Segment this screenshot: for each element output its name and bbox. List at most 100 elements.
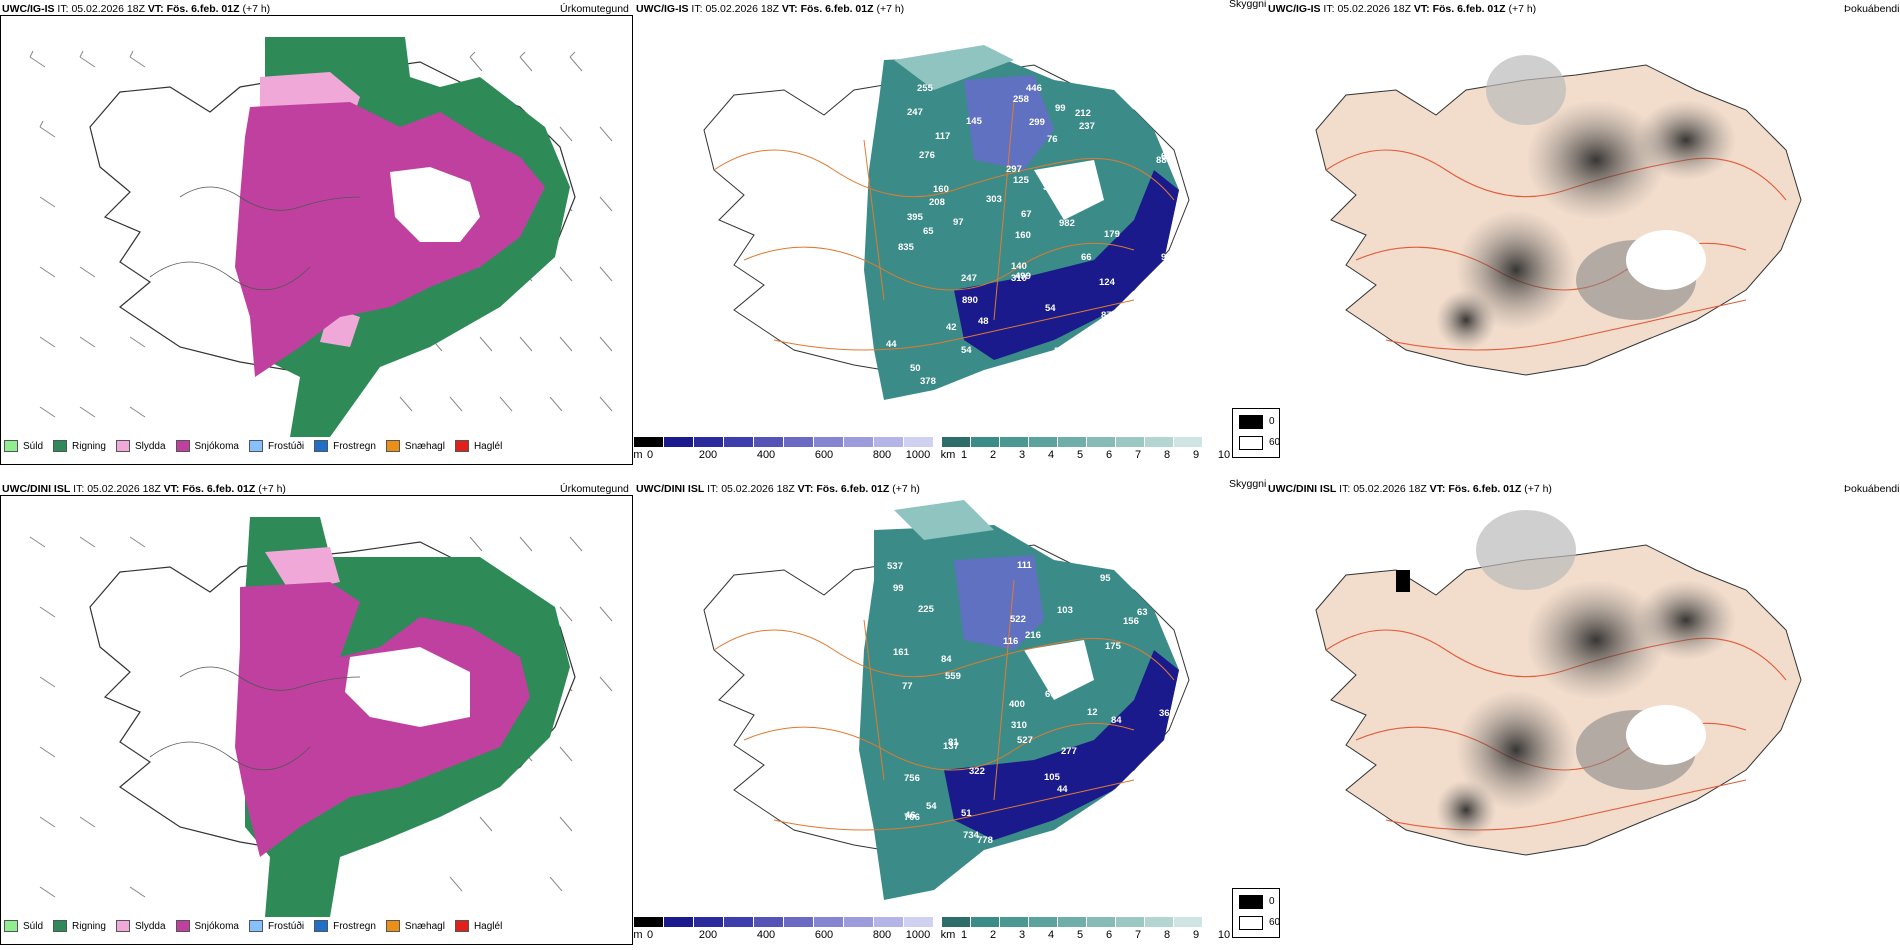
- visibility-value: 54: [926, 801, 937, 812]
- panel-header: UWC/DINI ISL IT: 05.02.2026 18Z VT: Fös.…: [2, 483, 286, 495]
- legend-swatch: [454, 920, 469, 932]
- visibility-value: 121: [1039, 847, 1056, 858]
- legend-swatch: [4, 920, 18, 932]
- panel-title: Úrkomutegund: [560, 3, 629, 15]
- ceiling-tick: 1000: [905, 929, 931, 941]
- vis-teal-area: [859, 525, 1179, 900]
- ceiling-tick: 600: [814, 929, 834, 941]
- ceiling-colorbar: [634, 917, 934, 927]
- fog-panel: UWC/DINI ISL IT: 05.02.2026 18Z VT: Fös.…: [1232, 483, 1900, 945]
- panel-title: Úrkomutegund: [560, 483, 629, 495]
- vis-navy-area: [954, 170, 1179, 360]
- visibility-value: 446: [1026, 83, 1042, 94]
- legend-swatch: [385, 440, 400, 452]
- fog-legend-dark: 0: [1269, 896, 1275, 907]
- vis-navy-area: [944, 650, 1179, 840]
- visibility-tick: 7: [1134, 929, 1142, 941]
- visibility-value: 230: [1161, 575, 1177, 586]
- legend-swatch: [175, 440, 190, 452]
- visibility-value: 84: [1111, 715, 1122, 726]
- visibility-value: 161: [893, 647, 910, 658]
- visibility-value: 46: [905, 810, 916, 821]
- visibility-value: 303: [986, 194, 1002, 205]
- legend-swatch: [115, 920, 130, 932]
- ceiling-tick: 400: [756, 449, 776, 461]
- visibility-tick: 5: [1076, 449, 1084, 461]
- visibility-value: 12: [1087, 707, 1098, 718]
- legend-swatch: [248, 920, 263, 932]
- visibility-value: 276: [919, 150, 935, 161]
- visibility-labels: 537 111 95 230 99 63 225 103 522 156 216 175 116 161 8…: [887, 560, 1187, 875]
- visibility-value: 322: [969, 766, 985, 777]
- panel-header: UWC/IG-IS IT: 05.02.2026 18Z VT: Fös. 6.…: [1268, 3, 1537, 15]
- visibility-tick: 1: [960, 449, 968, 461]
- precip-map: [29, 37, 613, 437]
- visibility-value: 734: [963, 830, 980, 841]
- visibility-tick: 2: [989, 449, 997, 461]
- visibility-tick: 9: [1192, 449, 1200, 461]
- visibility-value: 400: [1009, 699, 1025, 710]
- visibility-tick: 4: [1047, 449, 1055, 461]
- legend-item: Slydda: [115, 440, 166, 452]
- visibility-map: 446 255 258 247 99 145 212 299 237 76 117 88 276 62 29…: [703, 45, 1190, 400]
- legend-swatch: [4, 440, 18, 452]
- visibility-value: 125: [1013, 175, 1030, 186]
- visibility-value: 179: [1104, 229, 1120, 240]
- row-2: UWC/DINI ISL IT: 05.02.2026 18Z VT: Fös.…: [0, 478, 1900, 945]
- visibility-value: 277: [1061, 746, 1077, 757]
- panel-title: Þokuábendi: [1844, 3, 1900, 15]
- fog-map: [1315, 510, 1802, 856]
- precip-type-panel: UWC/DINI ISL IT: 05.02.2026 18Z VT: Fös.…: [0, 483, 633, 945]
- visibility-value: 97: [953, 217, 964, 228]
- fog-map: [1315, 55, 1802, 376]
- visibility-value: 756: [904, 773, 920, 784]
- panel-header: UWC/DINI ISL IT: 05.02.2026 18Z VT: Fös.…: [636, 483, 920, 495]
- visibility-unit: km: [940, 929, 956, 941]
- visibility-value: 51: [961, 808, 972, 819]
- ceiling-colorbar: [634, 437, 934, 447]
- fog-legend: 0 60: [1232, 888, 1280, 938]
- visibility-value: 99: [1055, 103, 1066, 114]
- visibility-value: 88: [1156, 155, 1167, 166]
- visibility-value: 145: [966, 116, 983, 127]
- visibility-value: 876: [1101, 310, 1117, 321]
- visibility-value: 559: [945, 671, 961, 682]
- visibility-value: 982: [1059, 218, 1075, 229]
- precip-type-panel: UWC/IG-IS IT: 05.02.2026 18Z VT: Fös. 6.…: [0, 3, 633, 465]
- legend-item: Frostregn: [314, 440, 376, 452]
- visibility-value: 225: [918, 604, 935, 615]
- visibility-colorbar: [942, 437, 1232, 447]
- visibility-colorbar: [942, 917, 1232, 927]
- ceiling-tick: 800: [872, 449, 892, 461]
- visibility-value: 81: [948, 737, 959, 748]
- map-frame: [0, 495, 633, 945]
- visibility-value: 310: [1011, 273, 1027, 284]
- visibility-value: 156: [1123, 616, 1139, 627]
- visibility-tick: 6: [1105, 449, 1113, 461]
- ceiling-tick: 600: [814, 449, 834, 461]
- visibility-value: 140: [1011, 261, 1027, 272]
- panel-title: Skyggni: [1229, 0, 1267, 10]
- visibility-value: 175: [1105, 641, 1122, 652]
- visibility-value: 111: [1017, 560, 1033, 571]
- fog-legend-dark: 0: [1269, 416, 1275, 427]
- visibility-panel: UWC/DINI ISL IT: 05.02.2026 18Z VT: Fös.…: [633, 478, 1266, 945]
- panel-header: UWC/DINI ISL IT: 05.02.2026 18Z VT: Fös.…: [1268, 483, 1552, 495]
- legend-item: Súld: [4, 440, 43, 452]
- visibility-value: 61: [1083, 335, 1094, 346]
- panel-title: Skyggni: [1229, 478, 1267, 490]
- fog-legend-light: 60: [1269, 917, 1281, 928]
- visibility-map: 537 111 95 230 99 63 225 103 522 156 216 175 116 161 8…: [703, 500, 1190, 900]
- road-network: [713, 579, 1175, 831]
- visibility-tick: 7: [1134, 449, 1142, 461]
- visibility-value: 54: [961, 345, 972, 356]
- ceiling-tick: 1000: [905, 449, 931, 461]
- precip-map: [29, 517, 613, 917]
- visibility-value: 835: [898, 242, 915, 253]
- legend-swatch: [314, 440, 329, 452]
- visibility-value: 299: [1029, 117, 1045, 128]
- legend-swatch: [53, 440, 68, 452]
- panel-header: UWC/IG-IS IT: 05.02.2026 18Z VT: Fös. 6.…: [2, 3, 271, 15]
- legend-item: Súld: [4, 920, 43, 932]
- visibility-value: 369: [1159, 708, 1175, 719]
